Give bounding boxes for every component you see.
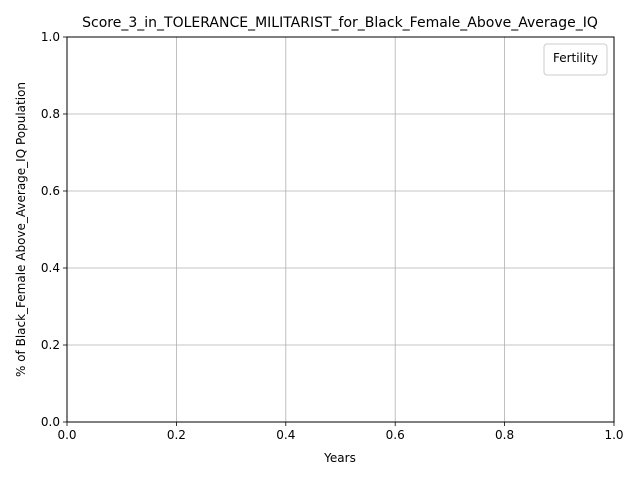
x-tick-label: 0.8 xyxy=(495,428,514,442)
y-tick-label: 0.2 xyxy=(41,338,60,352)
legend-box xyxy=(543,43,608,76)
y-tick-label: 0.0 xyxy=(41,415,60,429)
x-tick-label: 0.6 xyxy=(386,428,405,442)
x-tick-label: 1.0 xyxy=(604,428,623,442)
chart-title: Score_3_in_TOLERANCE_MILITARIST_for_Blac… xyxy=(82,15,598,31)
plot-area-frame xyxy=(66,36,615,423)
y-axis-ticks: 0.0 0.2 0.4 0.6 0.8 1.0 xyxy=(41,30,67,429)
y-axis-label: % of Black_Female Above_Average_IQ Popul… xyxy=(14,82,28,377)
x-axis-label: Years xyxy=(323,451,356,465)
legend: Fertility xyxy=(543,43,608,76)
x-tick-label: 0.0 xyxy=(57,428,76,442)
y-tick-label: 0.8 xyxy=(41,107,60,121)
x-axis-ticks: 0.0 0.2 0.4 0.6 0.8 1.0 xyxy=(57,422,624,442)
y-tick-label: 0.6 xyxy=(41,184,60,198)
x-tick-label: 0.2 xyxy=(167,428,186,442)
y-tick-label: 0.4 xyxy=(41,261,60,275)
y-tick-label: 1.0 xyxy=(41,30,60,44)
legend-title: Fertility xyxy=(553,51,598,65)
x-tick-label: 0.4 xyxy=(276,428,295,442)
grid xyxy=(66,36,615,423)
